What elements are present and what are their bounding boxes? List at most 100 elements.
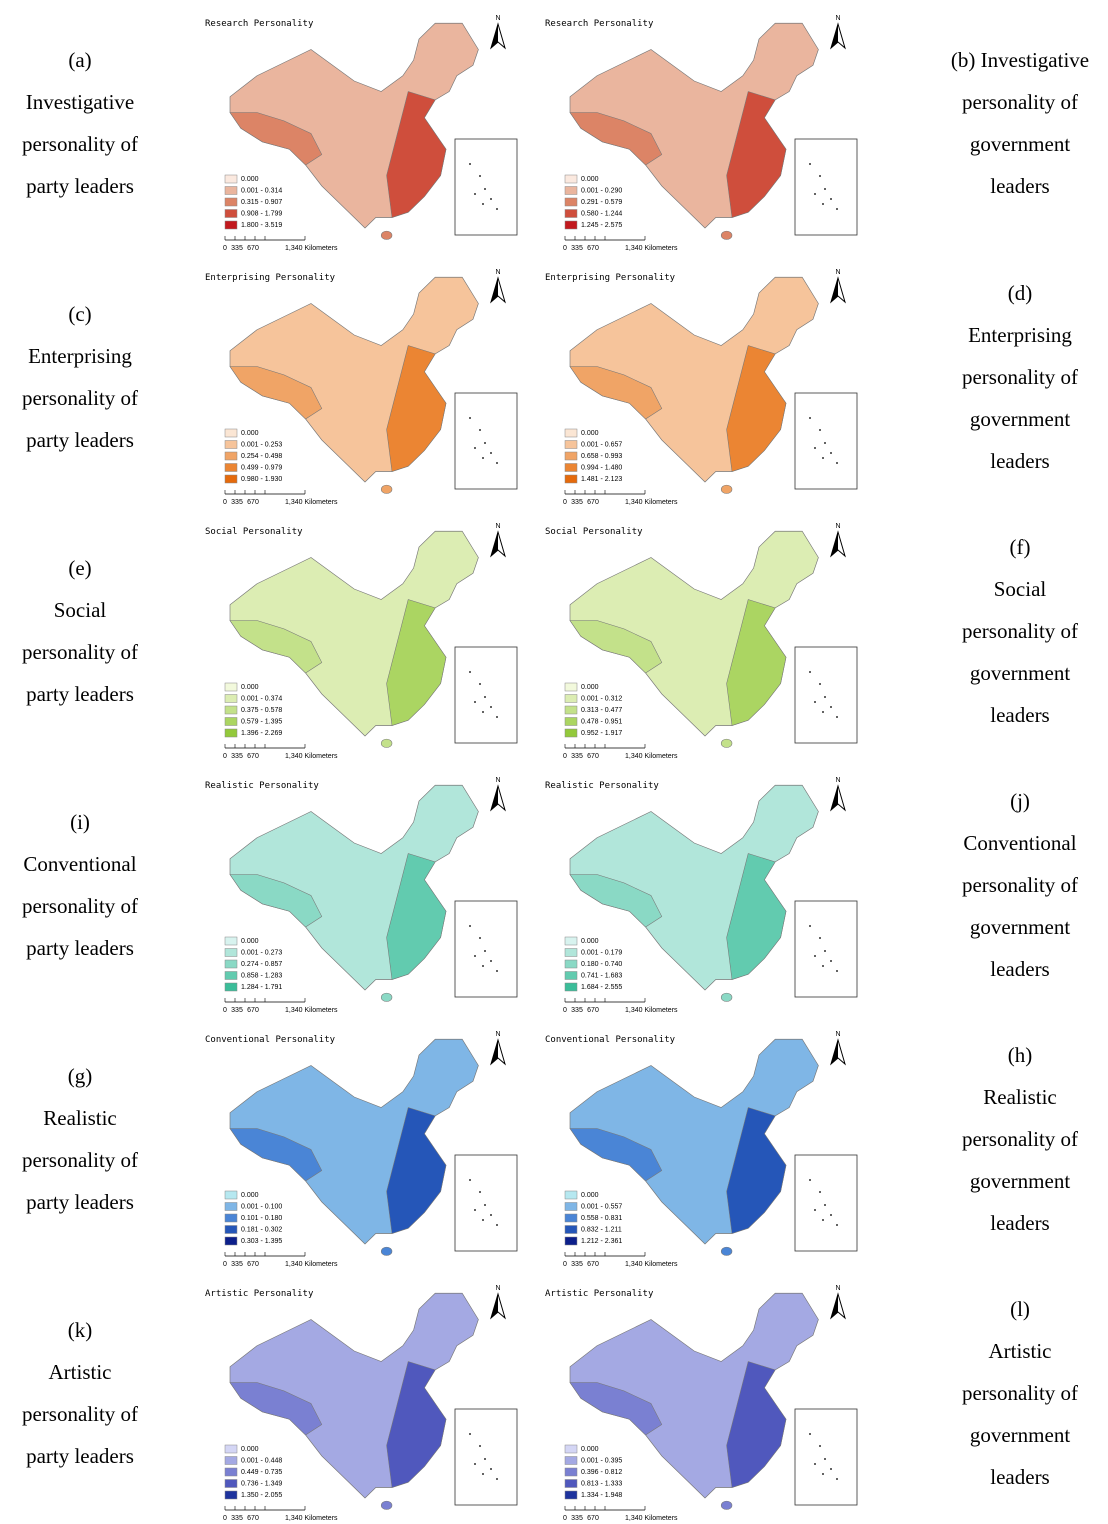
china-map: [230, 785, 478, 1001]
island: [490, 960, 492, 962]
legend-label: 0.741 - 1.683: [581, 972, 622, 979]
island: [814, 955, 816, 957]
legend-label: 0.000: [241, 1192, 259, 1199]
map-panel: Conventional PersonalityN0.0000.001 - 0.…: [205, 1031, 517, 1268]
legend-swatch: [565, 464, 577, 472]
island: [496, 462, 498, 464]
panel-caption: (i): [70, 810, 90, 834]
region: [721, 993, 732, 1001]
panel-caption: party leaders: [26, 1444, 134, 1468]
island: [496, 716, 498, 718]
panel-caption: Enterprising: [968, 323, 1072, 347]
scale-label: 0: [223, 245, 227, 252]
panel-caption: government: [970, 661, 1070, 685]
island: [836, 1224, 838, 1226]
legend-label: 1.684 - 2.555: [581, 984, 622, 991]
legend-label: 0.499 - 0.979: [241, 464, 282, 471]
map-panel: Artistic PersonalityN0.0000.001 - 0.3950…: [545, 1285, 857, 1522]
island: [814, 1463, 816, 1465]
inset-frame: [455, 901, 517, 997]
panel-caption: (l): [1010, 1297, 1030, 1321]
island: [824, 188, 826, 190]
panel-caption: party leaders: [26, 174, 134, 198]
legend-swatch: [565, 1226, 577, 1234]
island: [809, 1179, 811, 1181]
legend-swatch: [565, 1203, 577, 1211]
scale-label: 670: [247, 1007, 259, 1014]
legend-label: 0.813 - 1.333: [581, 1480, 622, 1487]
scale-label: 0: [563, 499, 567, 506]
legend-swatch: [225, 452, 237, 460]
legend-label: 0.101 - 0.180: [241, 1215, 282, 1222]
legend-swatch: [565, 949, 577, 957]
panel-caption: government: [970, 132, 1070, 156]
legend-swatch: [225, 1214, 237, 1222]
map-title: Realistic Personality: [545, 781, 659, 791]
panel-caption: Investigative: [26, 90, 134, 114]
legend-label: 0.001 - 0.314: [241, 187, 282, 194]
scale-label: 1,340 Kilometers: [285, 499, 338, 506]
region: [721, 485, 732, 493]
panel-caption: party leaders: [26, 428, 134, 452]
north-label: N: [835, 1285, 840, 1292]
panel-caption: party leaders: [26, 1190, 134, 1214]
panel-caption: personality of: [962, 1127, 1078, 1151]
panel-caption: Artistic: [989, 1339, 1052, 1363]
panel-caption: leaders: [990, 449, 1049, 473]
region: [381, 1247, 392, 1255]
legend-label: 0.001 - 0.290: [581, 187, 622, 194]
island: [479, 683, 481, 685]
legend-swatch: [225, 1491, 237, 1499]
scale-label: 335: [231, 1261, 243, 1268]
region: [721, 1247, 732, 1255]
island: [809, 671, 811, 673]
inset-frame: [795, 901, 857, 997]
legend-swatch: [565, 1457, 577, 1465]
island: [822, 457, 824, 459]
legend-swatch: [225, 441, 237, 449]
panel-caption: personality of: [22, 1402, 138, 1426]
legend-swatch: [565, 1237, 577, 1245]
island: [819, 1191, 821, 1193]
panel-caption: party leaders: [26, 936, 134, 960]
island: [496, 970, 498, 972]
legend-swatch: [225, 198, 237, 206]
legend-label: 0.001 - 0.253: [241, 441, 282, 448]
island: [484, 696, 486, 698]
legend-label: 0.000: [581, 430, 599, 437]
legend-swatch: [565, 1191, 577, 1199]
island: [814, 447, 816, 449]
region: [381, 231, 392, 239]
legend-label: 0.254 - 0.498: [241, 453, 282, 460]
scale-label: 670: [247, 499, 259, 506]
figure: (a)Investigativepersonality ofparty lead…: [0, 0, 1108, 1524]
north-label: N: [495, 1031, 500, 1038]
scale-label: 670: [587, 753, 599, 760]
island: [482, 965, 484, 967]
island: [822, 1219, 824, 1221]
scale-label: 0: [223, 499, 227, 506]
island: [819, 429, 821, 431]
legend-swatch: [225, 175, 237, 183]
map-title: Enterprising Personality: [545, 273, 676, 283]
north-label: N: [495, 523, 500, 530]
map-title: Social Personality: [205, 527, 303, 537]
legend-swatch: [225, 475, 237, 483]
legend-swatch: [225, 1480, 237, 1488]
island: [490, 1214, 492, 1216]
legend-label: 0.001 - 0.448: [241, 1457, 282, 1464]
legend-label: 1.212 - 2.361: [581, 1238, 622, 1245]
legend-label: 0.579 - 1.395: [241, 718, 282, 725]
scale-label: 335: [571, 245, 583, 252]
legend-label: 0.180 - 0.740: [581, 961, 622, 968]
island: [484, 1204, 486, 1206]
panel-caption: personality of: [962, 90, 1078, 114]
panel-caption: personality of: [962, 619, 1078, 643]
island: [819, 1445, 821, 1447]
legend-swatch: [225, 695, 237, 703]
legend-label: 0.980 - 1.930: [241, 476, 282, 483]
map-title: Enterprising Personality: [205, 273, 336, 283]
island: [809, 163, 811, 165]
map-title: Artistic Personality: [545, 1289, 654, 1299]
